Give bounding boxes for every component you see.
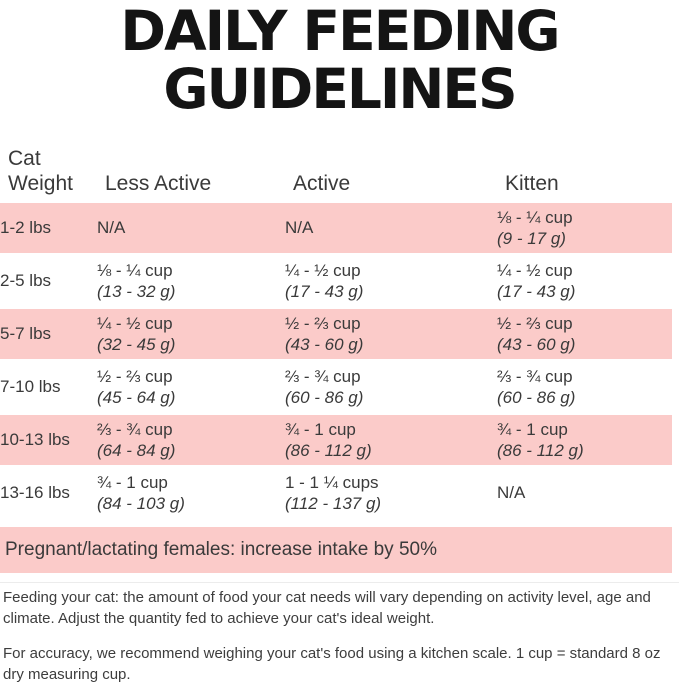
- gram-range: (32 - 45 g): [97, 334, 176, 354]
- title-line-1: DAILY FEEDING: [120, 0, 560, 63]
- divider: [0, 581, 679, 583]
- less-active-cell: ¾ - 1 cup (84 - 103 g): [97, 472, 285, 514]
- weight-cell: 7-10 lbs: [0, 377, 61, 397]
- gram-range: (43 - 60 g): [497, 334, 576, 354]
- gram-range: (60 - 86 g): [497, 387, 576, 407]
- cup-range: ¾ - 1 cup: [285, 419, 356, 439]
- cup-range: 1 - 1 ¼ cups: [285, 472, 379, 492]
- header-kitten: Kitten: [505, 171, 559, 195]
- gram-range: (86 - 112 g): [497, 440, 584, 460]
- table-row: 10-13 lbs ⅔ - ¾ cup (64 - 84 g) ¾ - 1 cu…: [0, 414, 672, 465]
- kitten-cell: ¼ - ½ cup (17 - 43 g): [497, 260, 672, 302]
- header-less-active: Less Active: [105, 171, 212, 195]
- gram-range: (84 - 103 g): [97, 493, 185, 513]
- title-line-2: GUIDELINES: [163, 57, 517, 122]
- header-cat-weight-line1: Cat: [8, 146, 41, 170]
- table-header: Cat Weight Less Active Active Kitten: [0, 146, 679, 203]
- kitten-cell: ¾ - 1 cup (86 - 112 g): [497, 419, 672, 461]
- gram-range: (112 - 137 g): [285, 493, 382, 513]
- cup-range: ⅔ - ¾ cup: [97, 419, 173, 439]
- gram-range: (13 - 32 g): [97, 281, 176, 301]
- cup-range: ¼ - ½ cup: [97, 313, 173, 333]
- weight-cell: 13-16 lbs: [0, 483, 70, 503]
- cup-range: ¼ - ½ cup: [285, 260, 361, 280]
- less-active-cell: ⅔ - ¾ cup (64 - 84 g): [97, 419, 285, 461]
- less-active-cell: ⅛ - ¼ cup (13 - 32 g): [97, 260, 285, 302]
- table-row: 1-2 lbs N/A N/A ⅛ - ¼ cup (9 - 17 g): [0, 202, 672, 253]
- note-accuracy: For accuracy, we recommend weighing your…: [3, 644, 661, 683]
- table-row: 13-16 lbs ¾ - 1 cup (84 - 103 g) 1 - 1 ¼…: [0, 465, 672, 521]
- active-cell: ¼ - ½ cup (17 - 43 g): [285, 260, 497, 302]
- table-row: 2-5 lbs ⅛ - ¼ cup (13 - 32 g) ¼ - ½ cup …: [0, 253, 672, 309]
- weight-cell: 5-7 lbs: [0, 324, 52, 344]
- gram-range: (45 - 64 g): [97, 387, 176, 407]
- cup-range: ⅛ - ¼ cup: [497, 207, 573, 227]
- cup-range: N/A: [285, 218, 314, 238]
- cup-range: ½ - ⅔ cup: [285, 313, 361, 333]
- gram-range: (86 - 112 g): [285, 440, 372, 460]
- gram-range: (43 - 60 g): [285, 334, 364, 354]
- cup-range: ¾ - 1 cup: [497, 419, 568, 439]
- less-active-cell: N/A: [97, 217, 285, 238]
- cup-range: ¼ - ½ cup: [497, 260, 573, 280]
- header-active: Active: [293, 171, 351, 195]
- active-cell: 1 - 1 ¼ cups (112 - 137 g): [285, 472, 497, 514]
- cup-range: ⅔ - ¾ cup: [497, 366, 573, 386]
- less-active-cell: ½ - ⅔ cup (45 - 64 g): [97, 366, 285, 408]
- less-active-cell: ¼ - ½ cup (32 - 45 g): [97, 313, 285, 355]
- weight-cell: 1-2 lbs: [0, 218, 52, 238]
- weight-cell: 10-13 lbs: [0, 430, 70, 450]
- cup-range: N/A: [97, 218, 126, 238]
- kitten-cell: N/A: [497, 482, 672, 503]
- kitten-cell: ⅛ - ¼ cup (9 - 17 g): [497, 207, 672, 249]
- gram-range: (17 - 43 g): [497, 281, 576, 301]
- note-feeding: Feeding your cat: the amount of food you…: [3, 588, 651, 627]
- header-cat-weight: Cat Weight: [8, 146, 105, 196]
- cup-range: ¾ - 1 cup: [97, 472, 168, 492]
- cup-range: N/A: [497, 483, 526, 503]
- page-title: DAILY FEEDING GUIDELINES: [0, 2, 679, 119]
- gram-range: (17 - 43 g): [285, 281, 364, 301]
- feeding-table: 1-2 lbs N/A N/A ⅛ - ¼ cup (9 - 17 g) 2-5…: [0, 202, 672, 521]
- gram-range: (64 - 84 g): [97, 440, 176, 460]
- gram-range: (60 - 86 g): [285, 387, 364, 407]
- gram-range: (9 - 17 g): [497, 228, 566, 248]
- active-cell: ⅔ - ¾ cup (60 - 86 g): [285, 366, 497, 408]
- weight-cell: 2-5 lbs: [0, 271, 52, 291]
- cup-range: ½ - ⅔ cup: [497, 313, 573, 333]
- kitten-cell: ⅔ - ¾ cup (60 - 86 g): [497, 366, 672, 408]
- pregnant-lactating-banner: Pregnant/lactating females: increase int…: [0, 526, 672, 573]
- table-row: 7-10 lbs ½ - ⅔ cup (45 - 64 g) ⅔ - ¾ cup…: [0, 359, 672, 415]
- table-row: 5-7 lbs ¼ - ½ cup (32 - 45 g) ½ - ⅔ cup …: [0, 308, 672, 359]
- cup-range: ⅛ - ¼ cup: [97, 260, 173, 280]
- active-cell: N/A: [285, 217, 497, 238]
- cup-range: ⅔ - ¾ cup: [285, 366, 361, 386]
- header-cat-weight-line2: Weight: [8, 171, 73, 195]
- cup-range: ½ - ⅔ cup: [97, 366, 173, 386]
- active-cell: ½ - ⅔ cup (43 - 60 g): [285, 313, 497, 355]
- kitten-cell: ½ - ⅔ cup (43 - 60 g): [497, 313, 672, 355]
- active-cell: ¾ - 1 cup (86 - 112 g): [285, 419, 497, 461]
